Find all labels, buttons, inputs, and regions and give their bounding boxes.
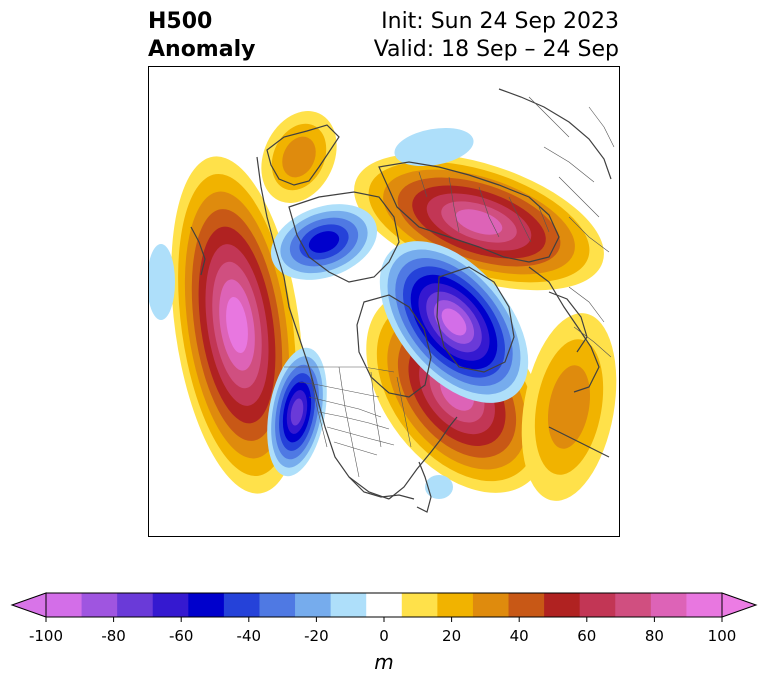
- init-date: Init: Sun 24 Sep 2023: [381, 9, 619, 34]
- colorbar-segment: [188, 593, 225, 617]
- anomaly-contours: [149, 111, 617, 501]
- coastline-greenland: [436, 266, 515, 373]
- anomaly-center-6: [267, 347, 327, 477]
- colorbar-tick-label: 100: [707, 627, 737, 645]
- coastline-hudson-bay: [356, 294, 432, 398]
- coastline-scandinavia: [548, 291, 588, 353]
- colorbar: [10, 592, 758, 622]
- anomaly-center-8: [149, 244, 175, 320]
- anomaly-contour: [149, 244, 175, 320]
- title-type: Anomaly: [148, 37, 256, 62]
- colorbar-tick-label: -20: [304, 627, 329, 645]
- colorbar-segment: [615, 593, 652, 617]
- anomaly-center-5: [379, 241, 529, 403]
- coastline-florida: [416, 461, 432, 513]
- colorbar-tick-label: 20: [442, 627, 462, 645]
- colorbar-ticks: [45, 617, 723, 622]
- colorbar-segment: [544, 593, 581, 617]
- colorbar-segment: [650, 593, 687, 617]
- colorbar-tick-label: -40: [236, 627, 262, 645]
- anomaly-contour: [547, 365, 591, 449]
- colorbar-segment: [46, 593, 83, 617]
- title-variable: H500: [148, 9, 213, 34]
- colorbar-unit-label: m: [374, 650, 394, 674]
- colorbar-tick-label: 80: [644, 627, 664, 645]
- map-dates: Init: Sun 24 Sep 2023 Valid: 18 Sep – 24…: [374, 8, 619, 64]
- colorbar-segment: [223, 593, 260, 617]
- anomaly-center-10: [425, 475, 453, 499]
- map-title: H500 Anomaly: [148, 8, 255, 64]
- coastline-west-coast: [256, 156, 390, 500]
- colorbar-tick-label: 40: [509, 627, 529, 645]
- colorbar-segment: [152, 593, 189, 617]
- colorbar-segment: [295, 593, 332, 617]
- anomaly-contour: [282, 136, 316, 178]
- colorbar-tick-label: 60: [577, 627, 597, 645]
- map-svg: [149, 88, 617, 513]
- colorbar-over-arrow: [721, 592, 758, 618]
- colorbar-tick-label: -100: [28, 627, 64, 645]
- coastline-japan: [190, 226, 206, 276]
- colorbar-segment: [81, 593, 118, 617]
- coastline-alaska: [266, 124, 340, 186]
- anomaly-center-4: [521, 313, 617, 501]
- coastline-asia-east: [498, 88, 612, 180]
- colorbar-tick-label: -80: [101, 627, 126, 645]
- colorbar-segment: [508, 593, 545, 617]
- anomaly-contour: [455, 209, 503, 235]
- colorbar-segment: [259, 593, 296, 617]
- colorbar-segment: [472, 593, 510, 617]
- colorbar-segment: [686, 593, 723, 617]
- coastline-canada-arctic: [288, 191, 400, 283]
- colorbar-under-arrow: [10, 592, 47, 618]
- coastlines: [190, 88, 612, 513]
- anomaly-contour: [308, 231, 340, 253]
- coastline-gulf: [348, 476, 415, 500]
- colorbar-segment: [117, 593, 154, 617]
- coastline-europe: [528, 266, 600, 393]
- anomaly-contour: [394, 127, 474, 167]
- anomaly-contour: [441, 308, 467, 336]
- colorbar-tick-label: -60: [168, 627, 194, 645]
- anomaly-contour: [425, 475, 453, 499]
- political-borders: [284, 96, 615, 478]
- anomaly-contour: [226, 296, 248, 354]
- anomaly-center-0: [171, 156, 303, 494]
- colorbar-segments: [46, 593, 723, 617]
- colorbar-segment: [401, 593, 438, 617]
- colorbar-segment: [437, 593, 474, 617]
- anomaly-center-9: [394, 127, 474, 167]
- colorbar-segment: [330, 593, 367, 617]
- coastline-siberia: [378, 161, 560, 263]
- colorbar-segment: [366, 593, 403, 617]
- coastline-north-africa: [548, 426, 610, 458]
- valid-range: Valid: 18 Sep – 24 Sep: [373, 37, 619, 62]
- coastline-east-coast: [388, 416, 458, 500]
- colorbar-segment: [579, 593, 616, 617]
- anomaly-map: [148, 66, 620, 537]
- colorbar-tick-label: 0: [379, 627, 389, 645]
- anomaly-contour: [290, 398, 304, 426]
